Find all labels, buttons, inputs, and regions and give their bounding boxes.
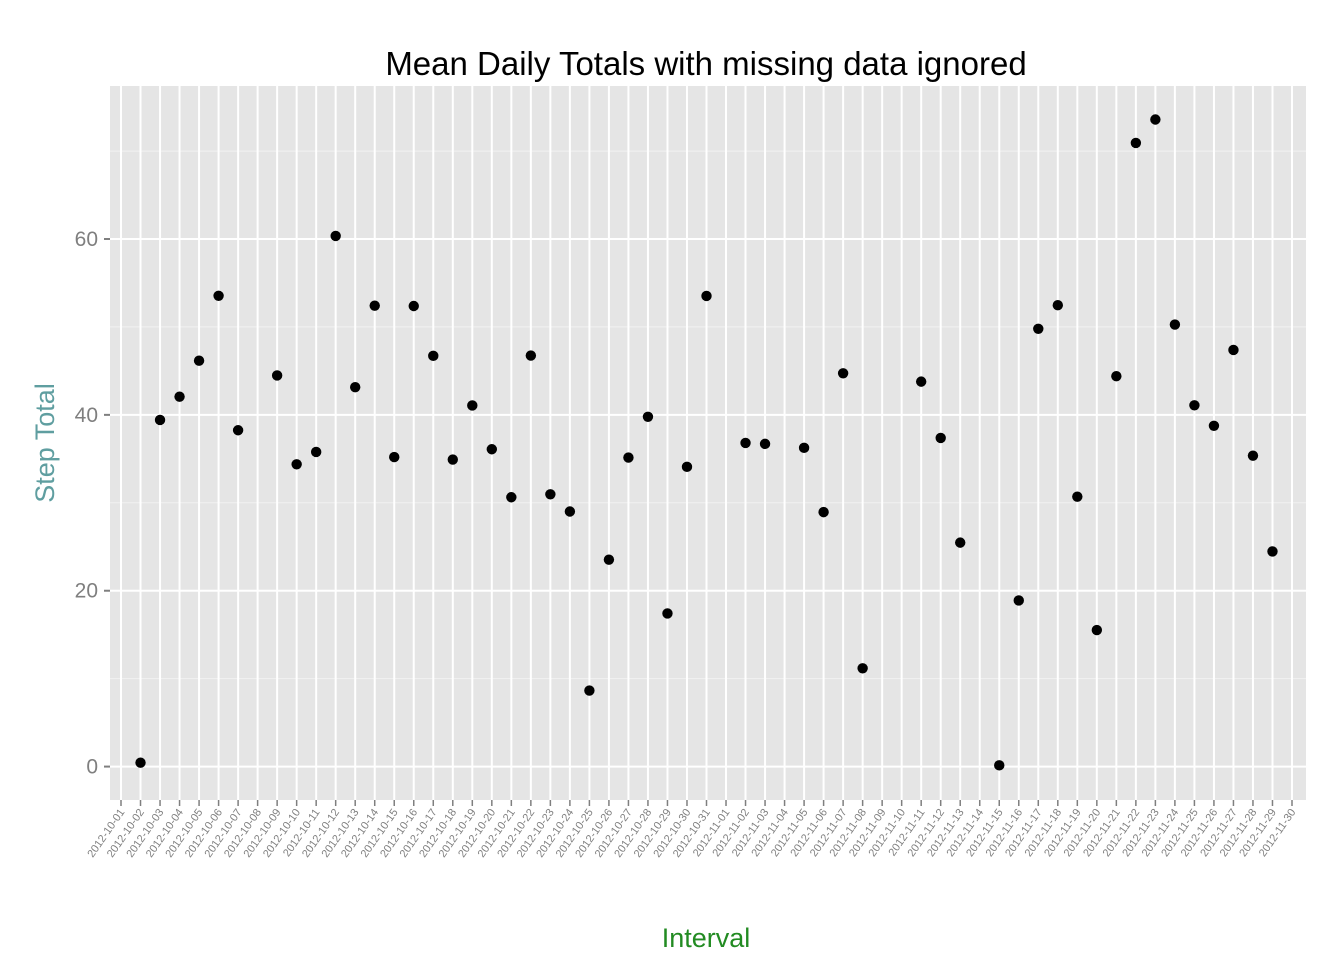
data-point [467, 400, 478, 411]
data-point [545, 489, 556, 500]
y-tick-label: 0 [86, 756, 98, 779]
chart-title: Mean Daily Totals with missing data igno… [385, 45, 1026, 82]
data-point [701, 290, 712, 302]
data-point [271, 370, 283, 381]
y-tick-label: 20 [75, 580, 98, 603]
data-point [662, 608, 673, 619]
data-point [1130, 137, 1142, 149]
data-point [506, 492, 517, 503]
minor-grid [110, 150, 1306, 680]
data-point [369, 300, 380, 311]
data-point [1208, 420, 1220, 431]
x-axis-label: Interval [662, 923, 751, 953]
data-point [857, 663, 868, 674]
data-points [135, 114, 1278, 771]
data-point [350, 381, 361, 393]
data-point [486, 444, 498, 455]
y-tick-label: 60 [75, 228, 98, 251]
data-point [1033, 323, 1044, 334]
data-point [759, 438, 771, 450]
data-point [1052, 300, 1064, 311]
data-point [330, 230, 341, 242]
x-axis: 2012-10-012012-10-022012-10-032012-10-04… [85, 800, 1298, 860]
data-point [564, 506, 576, 517]
data-point [623, 452, 634, 463]
data-point [408, 300, 419, 312]
y-axis-label: Step Total [30, 383, 60, 503]
data-point [154, 414, 166, 426]
data-point [232, 425, 244, 436]
data-point [1267, 546, 1278, 557]
data-point [740, 437, 751, 449]
data-point [174, 391, 185, 402]
data-point [603, 554, 615, 565]
data-point [1091, 624, 1103, 636]
data-point [935, 432, 946, 444]
data-point [135, 757, 146, 768]
data-point [1169, 319, 1181, 330]
data-point [1072, 491, 1083, 502]
data-point [818, 506, 829, 518]
y-tick-label: 40 [75, 404, 98, 427]
data-point [447, 454, 458, 465]
data-point [310, 446, 322, 458]
data-point [584, 685, 595, 696]
data-point [681, 461, 693, 473]
y-axis: 0 20 40 60 [75, 228, 110, 779]
major-grid [110, 86, 1306, 800]
plot-panel [110, 86, 1306, 800]
data-point [193, 355, 205, 366]
data-point [1247, 450, 1259, 461]
data-point [1228, 344, 1239, 356]
data-point [1150, 114, 1161, 125]
data-point [642, 411, 654, 422]
data-point [1013, 595, 1024, 606]
data-point [428, 350, 439, 362]
data-point [389, 451, 400, 463]
data-point [1189, 400, 1200, 411]
data-point [291, 459, 302, 470]
data-point [525, 350, 537, 361]
data-point [994, 760, 1005, 771]
data-point [213, 290, 224, 302]
data-point [837, 368, 849, 379]
data-point [955, 537, 966, 548]
data-point [1111, 370, 1122, 382]
data-point [798, 442, 810, 454]
data-point [915, 376, 927, 387]
